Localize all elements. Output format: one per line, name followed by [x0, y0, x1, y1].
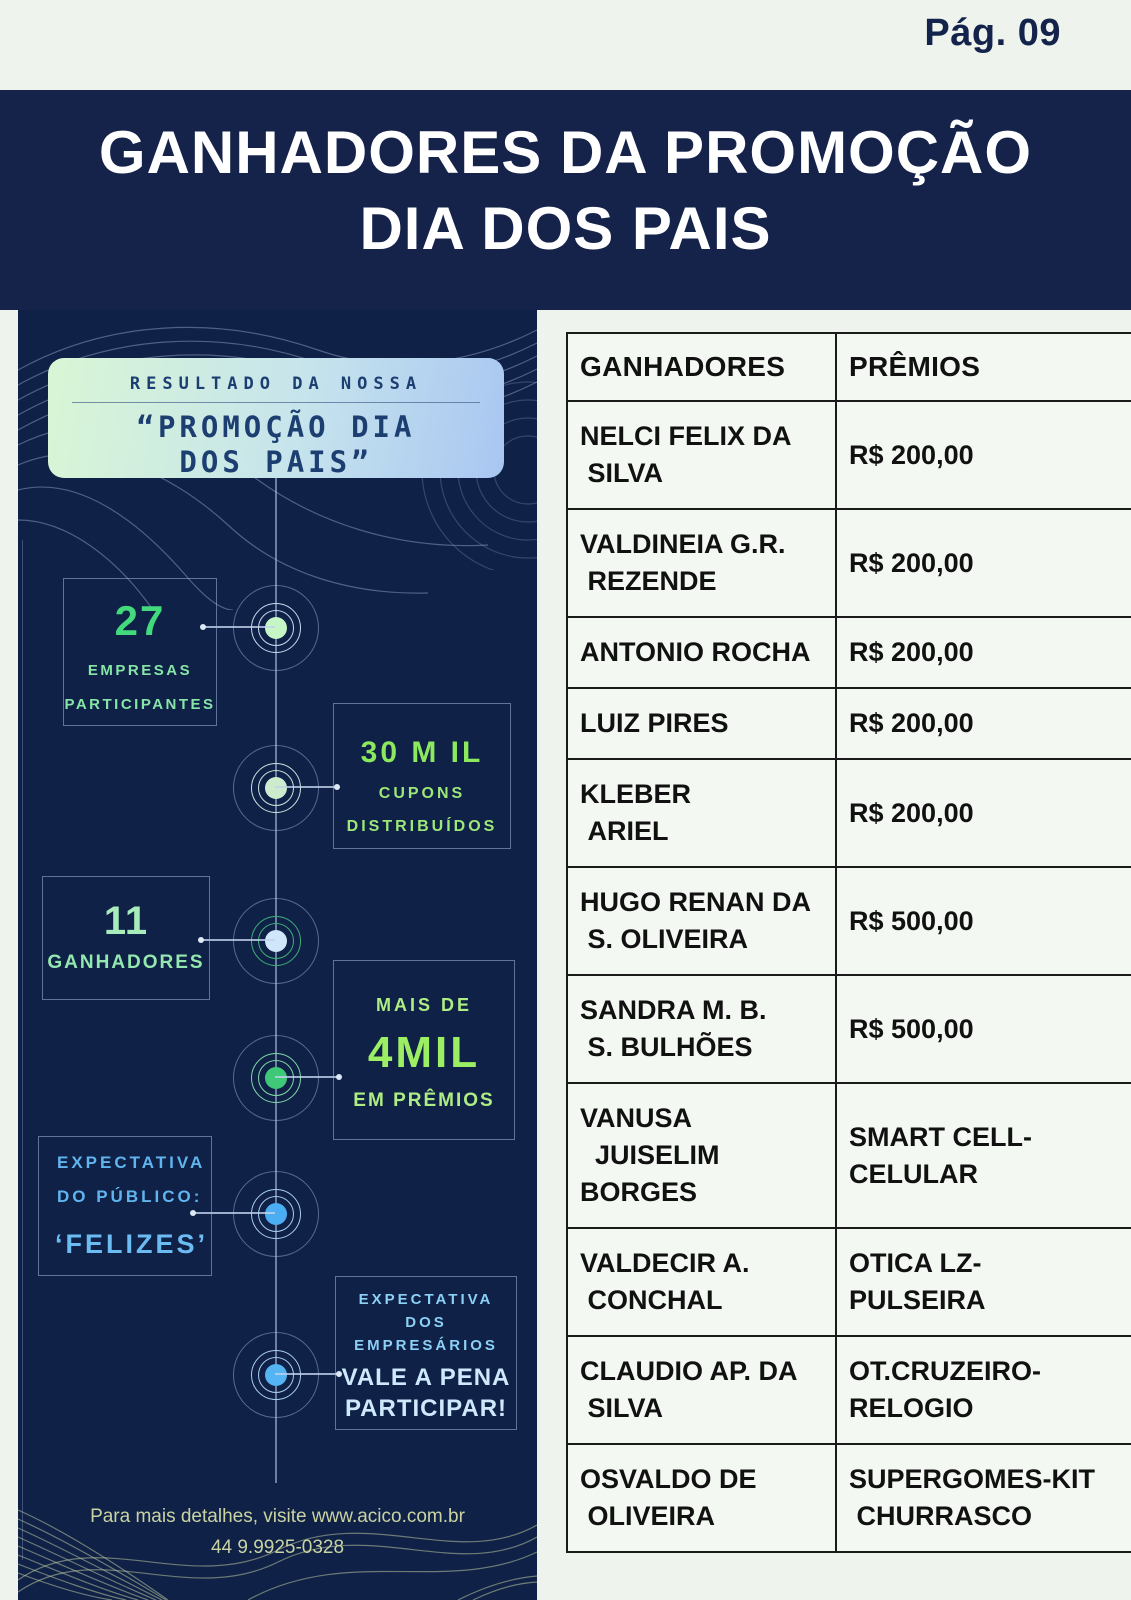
prize-value: SMART CELL- CELULAR [835, 1082, 1131, 1229]
table-row: LUIZ PIRES R$ 200,00 [566, 687, 1131, 760]
winner-name: VALDINEIA G.R. REZENDE [566, 508, 837, 618]
prize-value: OTICA LZ- PULSEIRA [835, 1227, 1131, 1337]
stat-empresas-label1: EMPRESAS [87, 662, 193, 679]
winner-name: SANDRA M. B. S. BULHÕES [566, 974, 837, 1084]
table-row: ANTONIO ROCHA R$ 200,00 [566, 616, 1131, 689]
stat-box-empresarios: EXPECTATIVA DOS EMPRESÁRIOS VALE A PENA P… [335, 1276, 517, 1430]
table-row: VANUSA JUISELIM BORGES SMART CELL- CELULA… [566, 1082, 1131, 1229]
infographic-panel: RESULTADO DA NOSSA “PROMOÇÃO DIA DOS PAI… [18, 310, 537, 1600]
table-row: CLAUDIO AP. DA SILVA OT.CRUZEIRO- RELOGIO [566, 1335, 1131, 1445]
title-banner: GANHADORES DA PROMOÇÃO DIA DOS PAIS [0, 90, 1131, 310]
winner-name: LUIZ PIRES [566, 687, 837, 760]
stat-box-empresas: 27 EMPRESAS PARTICIPANTES [63, 578, 217, 726]
publico-label2: DO PÚBLICO: [57, 1187, 203, 1206]
panel-footer: Para mais detalhes, visite www.acico.com… [18, 1506, 537, 1559]
timeline-node-empresas [233, 585, 319, 671]
stat-cupons-label1: CUPONS [378, 785, 466, 802]
stat-box-publico: EXPECTATIVA DO PÚBLICO: ‘FELIZES’ [38, 1136, 212, 1276]
promo-eyebrow: RESULTADO DA NOSSA [129, 374, 423, 394]
stat-box-cupons: 30 M IL CUPONS DISTRIBUÍDOS [333, 703, 511, 849]
stat-empresas-label2: PARTICIPANTES [64, 696, 216, 713]
connector-empresarios [275, 1371, 342, 1376]
header-premios: PRÊMIOS [835, 332, 1131, 402]
winner-name: CLAUDIO AP. DA SILVA [566, 1335, 837, 1445]
prize-value: R$ 200,00 [835, 400, 1131, 510]
stat-cupons-label2: DISTRIBUÍDOS [346, 818, 498, 835]
stat-box-ganhadores: 11 GANHADORES [42, 876, 210, 1000]
prize-value: OT.CRUZEIRO- RELOGIO [835, 1335, 1131, 1445]
timeline-node-empresarios [233, 1332, 319, 1418]
contour-lines-bottom-decoration [18, 1509, 537, 1600]
page-number: Pág. 09 [924, 12, 1061, 54]
prize-value: R$ 200,00 [835, 508, 1131, 618]
table-row: NELCI FELIX DA SILVA R$ 200,00 [566, 400, 1131, 510]
empresarios-label2: DOS [405, 1314, 447, 1331]
publico-label1: EXPECTATIVA [57, 1153, 206, 1172]
table-row: OSVALDO DE OLIVEIRA SUPERGOMES-KIT CHURRA… [566, 1443, 1131, 1553]
connector-ganhadores [198, 937, 275, 942]
stat-premios-label2: EM PRÊMIOS [353, 1090, 495, 1111]
table-header-row: GANHADORES PRÊMIOS [566, 332, 1131, 402]
connector-empresas [200, 624, 275, 629]
winners-table: GANHADORES PRÊMIOS NELCI FELIX DA SILVA R… [566, 332, 1131, 1553]
winners-table-body: NELCI FELIX DA SILVA R$ 200,00 VALDINEIA G… [566, 400, 1131, 1553]
table-row: KLEBER ARIEL R$ 200,00 [566, 758, 1131, 868]
empresarios-label3: EMPRESÁRIOS [354, 1337, 498, 1354]
timeline-node-cupons [233, 745, 319, 831]
connector-publico [190, 1210, 275, 1215]
prize-value: R$ 200,00 [835, 687, 1131, 760]
promo-title: “PROMOÇÃO DIA DOS PAIS” [136, 410, 416, 479]
promo-header-card: RESULTADO DA NOSSA “PROMOÇÃO DIA DOS PAI… [48, 358, 504, 479]
stat-empresas-value: 27 [114, 597, 166, 644]
winner-name: VALDECIR A. CONCHAL [566, 1227, 837, 1337]
timeline-node-ganhadores [233, 898, 319, 984]
prize-value: R$ 200,00 [835, 616, 1131, 689]
banner-title-line1: GANHADORES DA PROMOÇÃO [98, 119, 1033, 186]
stat-cupons-value: 30 M IL [360, 736, 484, 769]
winner-name: ANTONIO ROCHA [566, 616, 837, 689]
stat-premios-label1: MAIS DE [375, 995, 472, 1015]
winner-name: NELCI FELIX DA SILVA [566, 400, 837, 510]
table-row: VALDINEIA G.R. REZENDE R$ 200,00 [566, 508, 1131, 618]
winner-name: HUGO RENAN DA S. OLIVEIRA [566, 866, 837, 976]
connector-cupons [275, 784, 340, 789]
connector-premios [275, 1074, 342, 1079]
banner-title-line2: DIA DOS PAIS [359, 195, 772, 262]
table-row: HUGO RENAN DA S. OLIVEIRA R$ 500,00 [566, 866, 1131, 976]
winner-name: KLEBER ARIEL [566, 758, 837, 868]
winner-name: VANUSA JUISELIM BORGES [566, 1082, 837, 1229]
empresarios-value: VALE A PENA PARTICIPAR! [341, 1364, 511, 1422]
prize-value: R$ 500,00 [835, 866, 1131, 976]
footer-phone: 44 9.9925-0328 [210, 1537, 345, 1558]
stat-box-premios: MAIS DE 4MIL EM PRÊMIOS [333, 960, 515, 1140]
prize-value: SUPERGOMES-KIT CHURRASCO [835, 1443, 1131, 1553]
promo-divider [72, 402, 480, 403]
empresarios-label1: EXPECTATIVA [358, 1291, 494, 1308]
header-ganhadores: GANHADORES [566, 332, 837, 402]
prize-value: R$ 200,00 [835, 758, 1131, 868]
timeline-node-publico [233, 1171, 319, 1257]
table-row: VALDECIR A. CONCHAL OTICA LZ- PULSEIRA [566, 1227, 1131, 1337]
stat-ganhadores-label: GANHADORES [47, 952, 205, 973]
winner-name: OSVALDO DE OLIVEIRA [566, 1443, 837, 1553]
prize-value: R$ 500,00 [835, 974, 1131, 1084]
table-row: SANDRA M. B. S. BULHÕES R$ 500,00 [566, 974, 1131, 1084]
stat-premios-value: 4MIL [367, 1028, 481, 1077]
footer-website-line: Para mais detalhes, visite www.acico.com… [90, 1506, 465, 1527]
timeline-node-premios [233, 1035, 319, 1121]
stat-ganhadores-value: 11 [103, 899, 149, 943]
publico-value: ‘FELIZES’ [55, 1229, 209, 1259]
